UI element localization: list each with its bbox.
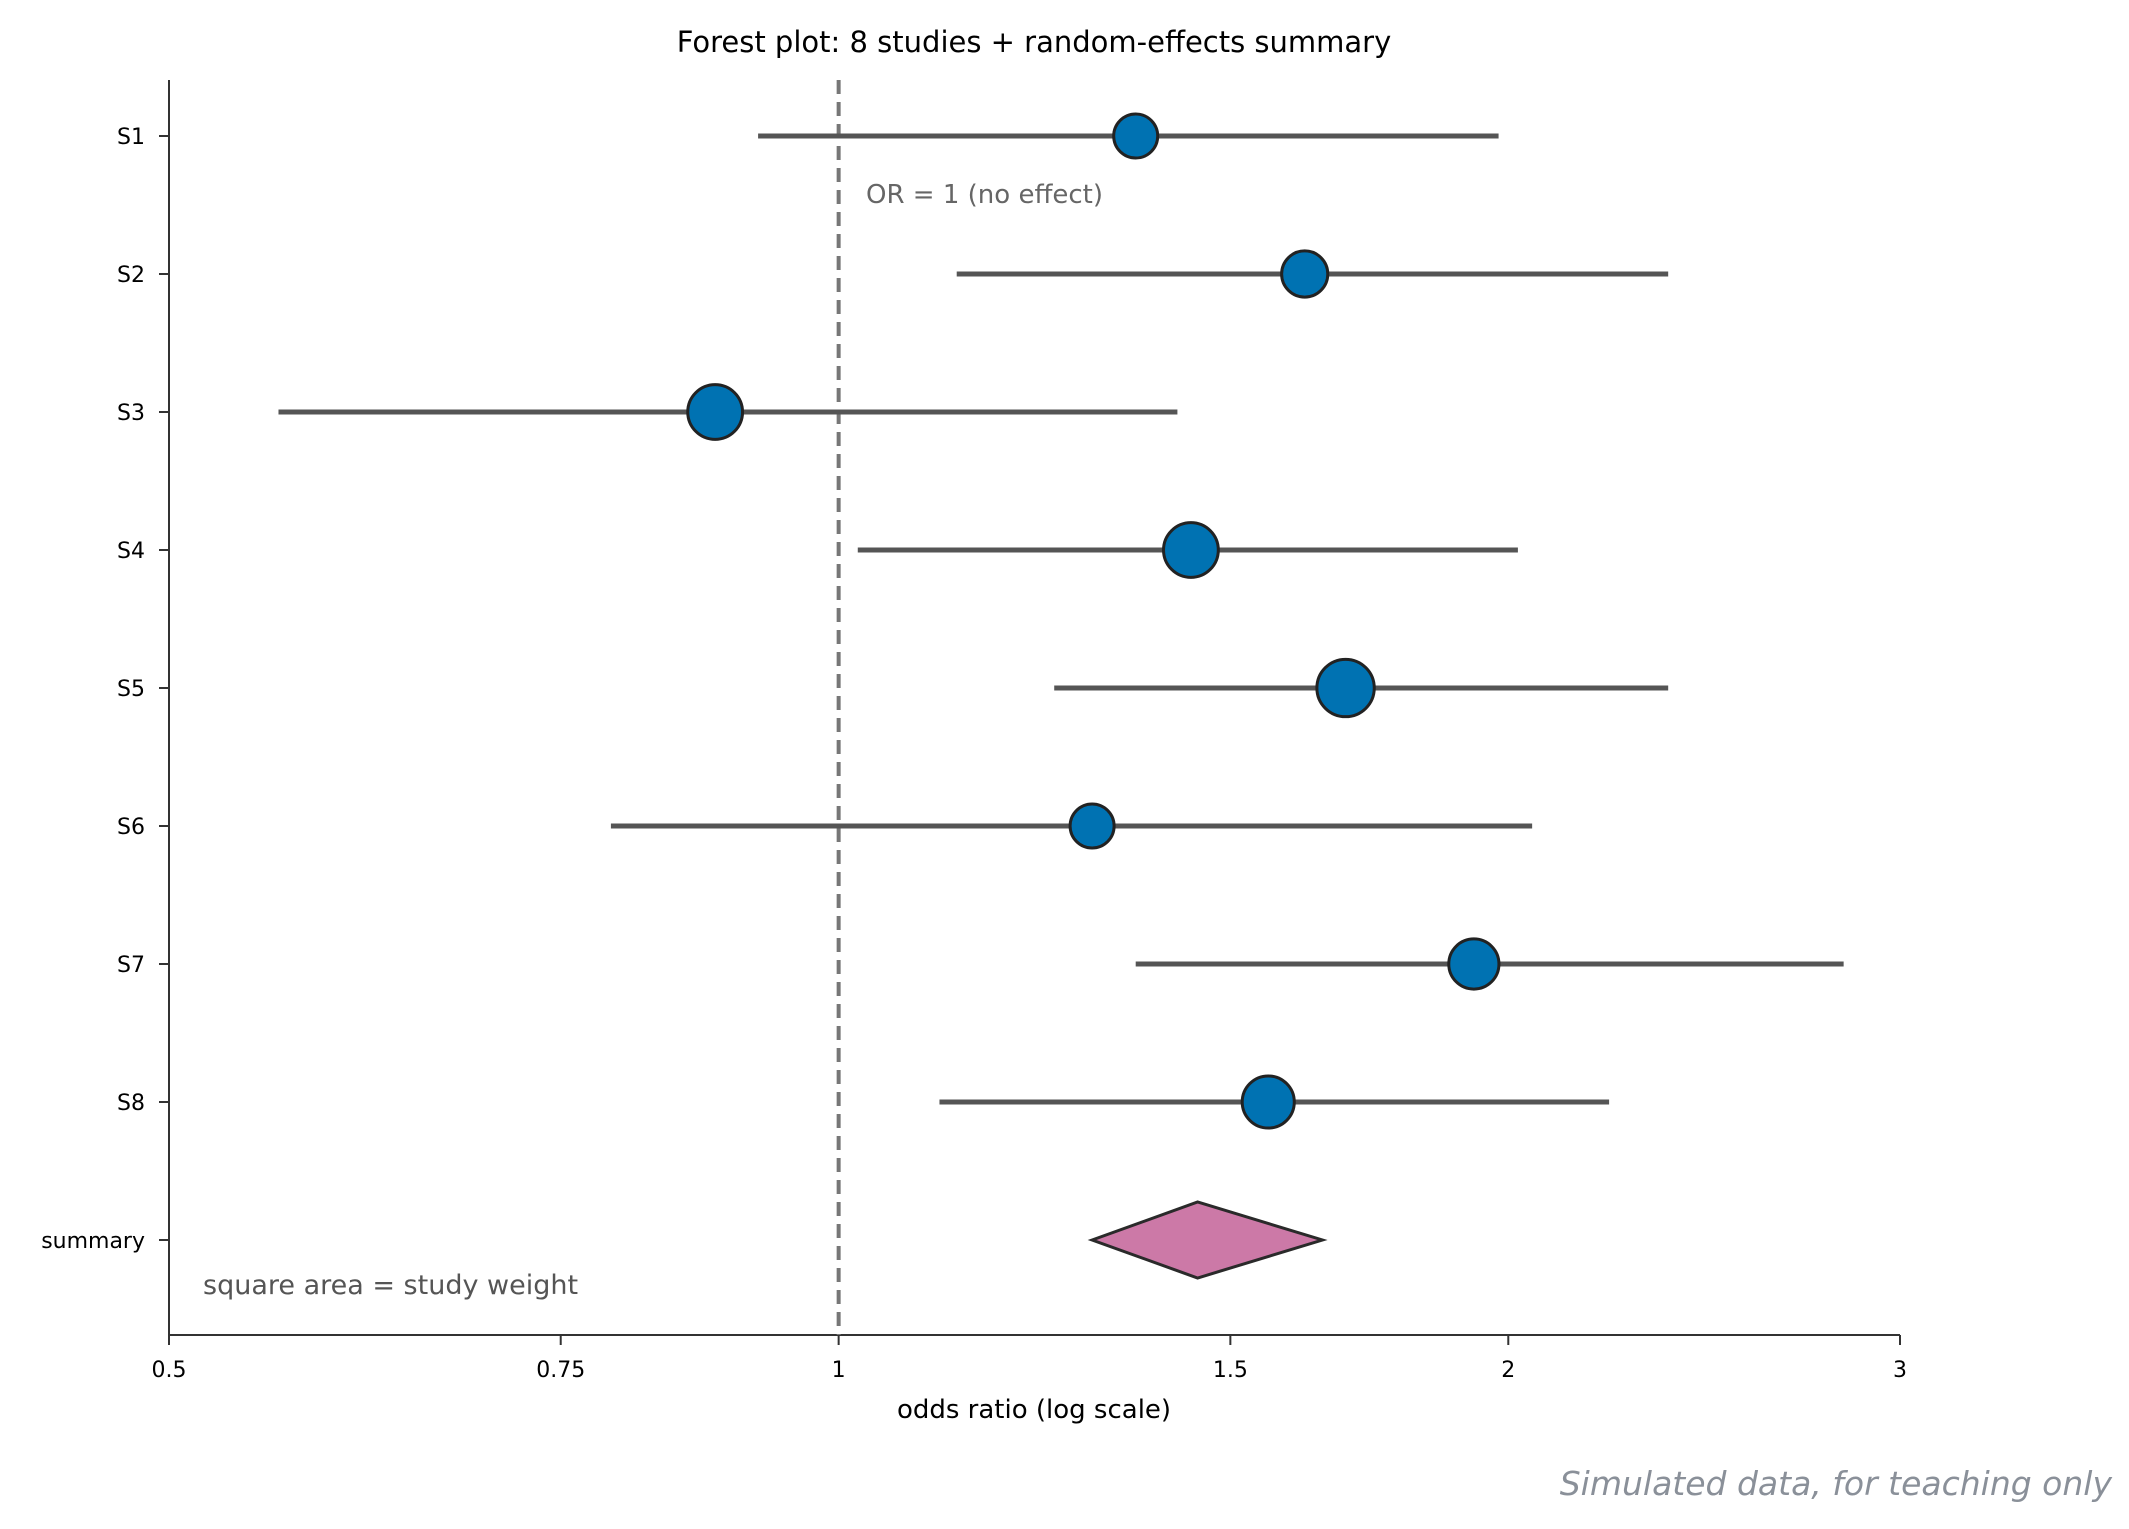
y-tick-label: S3 <box>117 401 145 426</box>
x-tick-label: 0.5 <box>152 1358 187 1383</box>
y-tick-label: summary <box>41 1229 145 1254</box>
study-marker <box>1112 112 1160 160</box>
summary-diamond <box>1087 1200 1328 1280</box>
chart-title: Forest plot: 8 studies + random-effects … <box>677 25 1392 59</box>
x-tick-label: 1 <box>832 1358 846 1383</box>
study-marker <box>1240 1074 1296 1130</box>
plot-area: 0.5 0.75 1 1.5 2 3 S1 S2 S3 S4 S5 S6 S7 S8 summary <box>41 80 1907 1383</box>
x-tick-label: 3 <box>1893 1358 1907 1383</box>
y-tick-label: S2 <box>117 263 145 288</box>
y-tick-label: S8 <box>117 1091 145 1116</box>
study-marker <box>1447 937 1501 991</box>
reference-line-label: OR = 1 (no effect) <box>866 180 1103 210</box>
x-tick-label: 1.5 <box>1213 1358 1248 1383</box>
weight-annotation: square area = study weight <box>203 1270 578 1301</box>
study-marker <box>1315 657 1376 719</box>
x-tick-label: 0.75 <box>536 1358 585 1383</box>
study-marker <box>1162 521 1220 579</box>
x-tick-label: 2 <box>1501 1358 1515 1383</box>
study-marker <box>686 383 745 441</box>
y-tick-label: S6 <box>117 815 145 840</box>
study-marker <box>1280 249 1330 299</box>
y-tick-label: S7 <box>117 953 145 978</box>
y-tick-label: S4 <box>117 539 145 564</box>
footer-note: Simulated data, for teaching only <box>1560 1464 2113 1503</box>
y-tick-label: S5 <box>117 677 145 702</box>
study-marker <box>1068 802 1116 850</box>
x-axis-label: odds ratio (log scale) <box>897 1395 1171 1425</box>
y-tick-label: S1 <box>117 125 145 150</box>
